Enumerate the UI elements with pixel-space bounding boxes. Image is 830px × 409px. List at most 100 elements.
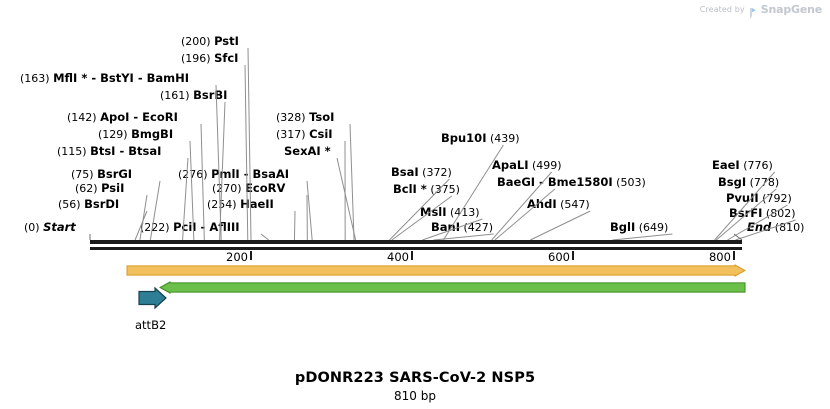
enzyme-name: BsrBI [193, 88, 228, 102]
enzyme-name: BtsI - BtsaI [90, 144, 162, 158]
enzyme-position: (254) [207, 198, 241, 211]
enzyme-position: (328) [276, 111, 310, 124]
enzyme-label-bsrDI: (56) BsrDI [58, 198, 119, 211]
enzyme-label-psiI: (62) PsiI [75, 182, 124, 195]
enzyme-name: ApoI - EcoRI [100, 110, 178, 124]
enzyme-name: BsrGI [97, 167, 133, 181]
enzyme-label-pvuII: PvuII (792) [726, 192, 792, 205]
enzyme-position: (196) [181, 52, 215, 65]
enzyme-position: (778) [746, 176, 780, 189]
enzyme-position: (0) [24, 221, 44, 234]
enzyme-name: TsoI [309, 110, 335, 124]
map-title-block: pDONR223 SARS-CoV-2 NSP5 810 bp [0, 370, 830, 403]
enzyme-label-pstI: (200) PstI [181, 35, 239, 48]
backbone-line-upper [90, 240, 742, 244]
enzyme-position: (547) [556, 198, 590, 211]
enzyme-label-end: End (810) [747, 221, 804, 234]
enzyme-name: CsiI [309, 127, 333, 141]
enzyme-position: (372) [418, 166, 452, 179]
enzyme-position: (75) [71, 168, 98, 181]
page-title: pDONR223 SARS-CoV-2 NSP5 [294, 370, 536, 386]
enzyme-name: BsgI [718, 175, 747, 189]
leader-line-sexAI [336, 157, 357, 241]
enzyme-label-bclI: BclI * (375) [393, 183, 460, 196]
enzyme-name: SexAI * [284, 144, 331, 158]
snapgene-flag-icon [749, 4, 757, 19]
enzyme-position: (810) [771, 221, 805, 234]
leader-line-ahdI [530, 210, 591, 241]
enzyme-position: (62) [75, 182, 102, 195]
leader-line-mflI [215, 84, 222, 241]
attb2-feature-arrow[interactable] [137, 285, 168, 311]
attb2-feature-label: attB2 [135, 318, 167, 332]
enzyme-position: (56) [58, 198, 85, 211]
enzyme-name: HaeII [240, 197, 274, 211]
enzyme-label-csiI: (317) CsiI [276, 128, 333, 141]
enzyme-name: BanI [431, 220, 460, 234]
enzyme-position: (439) [486, 132, 520, 145]
enzyme-label-ahdI: AhdI (547) [527, 198, 590, 211]
enzyme-position: (802) [762, 207, 796, 220]
enzyme-label-tsoI: (328) TsoI [276, 111, 334, 124]
enzyme-name: Bpu10I [441, 131, 487, 145]
enzyme-label-bsgI: BsgI (778) [718, 176, 779, 189]
enzyme-name: BglI [610, 220, 636, 234]
leader-line-pmlI [306, 180, 313, 241]
enzyme-position: (200) [181, 35, 215, 48]
enzyme-label-pciI: (222) PciI - AflIII [140, 221, 240, 234]
enzyme-label-sfcI: (196) SfcI [181, 52, 238, 65]
enzyme-name: Start [43, 220, 76, 234]
enzyme-position: (115) [57, 145, 91, 158]
enzyme-position: (427) [460, 221, 494, 234]
enzyme-label-ecoRV: (270) EcoRV [212, 182, 285, 195]
enzyme-label-bmgBI: (129) BmgBI [98, 128, 173, 141]
enzyme-name: PvuII [726, 191, 759, 205]
orange-feature-arrow[interactable] [126, 263, 746, 277]
enzyme-label-bsrBI: (161) BsrBI [160, 89, 227, 102]
enzyme-name: MslI [420, 205, 447, 219]
green-feature-arrow[interactable] [159, 280, 746, 294]
enzyme-label-mflI: (163) MflI * - BstYI - BamHI [20, 72, 189, 85]
enzyme-name: End [747, 220, 772, 234]
enzyme-position: (776) [739, 159, 773, 172]
ruler-tick-label: 400 [387, 250, 409, 264]
enzyme-label-pmlI: (276) PmlI - BsaAI [178, 168, 289, 181]
enzyme-name: BmgBI [131, 127, 174, 141]
snapgene-watermark: Created by SnapGene [700, 3, 822, 19]
enzyme-label-haeII: (254) HaeII [207, 198, 274, 211]
enzyme-name: BsrFI [729, 206, 763, 220]
leader-line-tsoI [349, 123, 355, 241]
enzyme-name: PmlI - BsaAI [211, 167, 290, 181]
enzyme-position: (129) [98, 128, 132, 141]
enzyme-name: AhdI [527, 197, 557, 211]
ruler-tick [249, 251, 252, 260]
enzyme-position: (222) [140, 221, 174, 234]
enzyme-label-btsI: (115) BtsI - BtsaI [57, 145, 161, 158]
ruler-tick-label: 200 [226, 250, 248, 264]
enzyme-name: EaeI [712, 158, 740, 172]
leader-line-haeII [293, 210, 296, 241]
enzyme-label-eaeI: EaeI (776) [712, 159, 773, 172]
enzyme-position: (413) [446, 206, 480, 219]
enzyme-name: SfcI [214, 51, 239, 65]
enzyme-position: (503) [612, 176, 646, 189]
enzyme-name: MflI * - BstYI - BamHI [53, 71, 190, 85]
enzyme-position: (270) [212, 182, 246, 195]
enzyme-name: PciI - AflIII [173, 220, 240, 234]
enzyme-name: PstI [214, 34, 239, 48]
enzyme-name: BsaI [391, 165, 419, 179]
enzyme-name: PsiI [101, 181, 125, 195]
enzyme-label-bsrFI: BsrFI (802) [729, 207, 796, 220]
enzyme-label-bpu10I: Bpu10I (439) [441, 132, 520, 145]
leader-line-sfcI [244, 64, 249, 241]
enzyme-label-apoI: (142) ApoI - EcoRI [67, 111, 178, 124]
enzyme-name: ApaLI [492, 158, 529, 172]
enzyme-label-sexAI: SexAI * [284, 145, 331, 157]
enzyme-label-mslI: MslI (413) [420, 206, 480, 219]
enzyme-position: (142) [67, 111, 101, 124]
enzyme-position: (161) [160, 89, 194, 102]
enzyme-label-bsrGI: (75) BsrGI [71, 168, 132, 181]
enzyme-position: (499) [528, 159, 562, 172]
enzyme-label-baegI: BaeGI - Bme1580I (503) [497, 176, 646, 189]
